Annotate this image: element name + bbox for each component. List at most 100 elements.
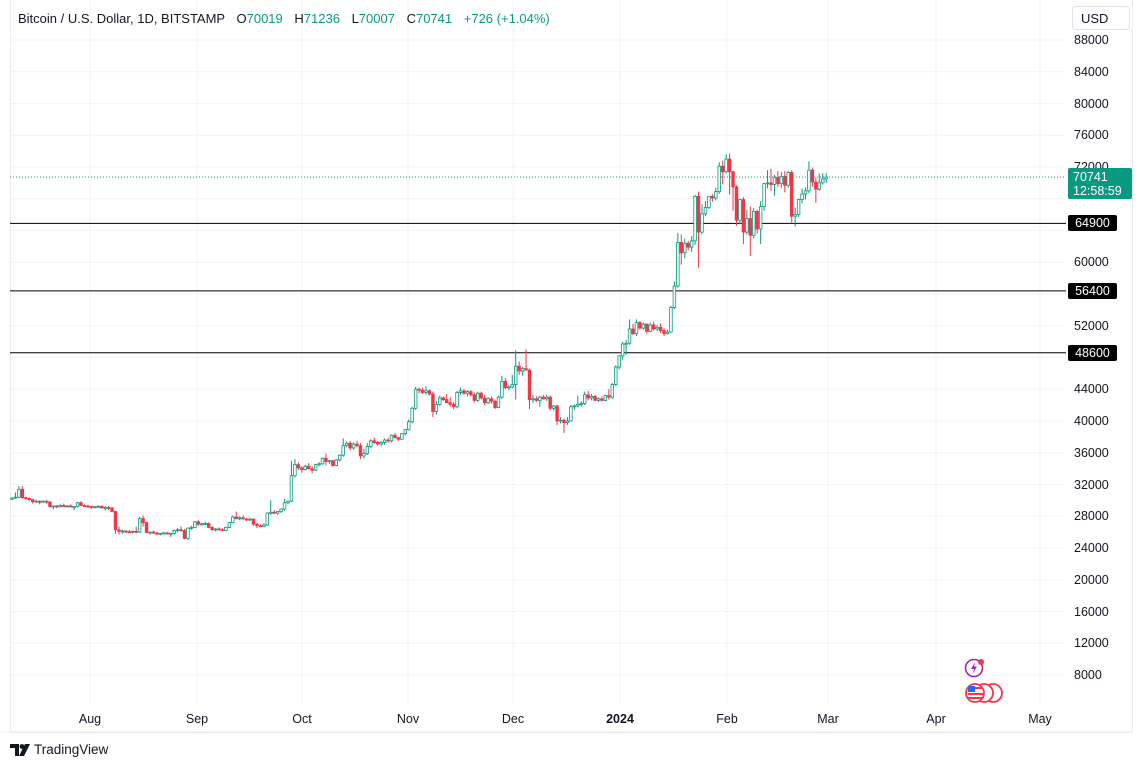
high-value: 71236 bbox=[303, 11, 340, 26]
us-economic-event-icon[interactable] bbox=[965, 683, 1003, 703]
candle bbox=[17, 486, 21, 498]
candle bbox=[683, 238, 687, 259]
candle bbox=[817, 173, 821, 191]
candle bbox=[752, 208, 756, 239]
candle bbox=[106, 505, 111, 510]
candle bbox=[803, 187, 808, 200]
candle bbox=[510, 374, 514, 389]
candle bbox=[369, 439, 373, 448]
tradingview-branding[interactable]: TradingView bbox=[10, 742, 108, 757]
candle bbox=[269, 500, 273, 515]
candle bbox=[375, 440, 380, 446]
flash-event-icon[interactable] bbox=[964, 658, 985, 678]
candle bbox=[172, 529, 176, 535]
candle bbox=[282, 498, 287, 511]
currency-button[interactable]: USD bbox=[1072, 6, 1130, 30]
candle bbox=[686, 240, 690, 251]
candle bbox=[476, 391, 480, 402]
candle bbox=[676, 232, 680, 288]
price-tick-label: 36000 bbox=[1074, 445, 1109, 460]
candle bbox=[607, 389, 611, 400]
candle bbox=[348, 440, 352, 451]
candle bbox=[462, 389, 466, 395]
candle bbox=[379, 440, 383, 447]
candle bbox=[303, 464, 307, 471]
candle bbox=[638, 320, 642, 330]
candle bbox=[731, 170, 735, 211]
candle bbox=[358, 443, 363, 460]
open-label: O bbox=[236, 11, 247, 26]
candle bbox=[569, 405, 573, 422]
candle bbox=[75, 501, 80, 508]
candle bbox=[824, 173, 828, 183]
candle bbox=[413, 386, 418, 410]
candle bbox=[34, 499, 38, 503]
price-tick-label: 80000 bbox=[1074, 96, 1109, 111]
candle bbox=[331, 459, 335, 468]
candle bbox=[710, 193, 715, 202]
candle bbox=[503, 378, 508, 390]
candle bbox=[155, 532, 159, 536]
candle bbox=[424, 386, 428, 395]
candle bbox=[469, 390, 473, 397]
candle bbox=[624, 340, 628, 356]
time-tick-label: Mar bbox=[817, 712, 839, 726]
high-label: H bbox=[294, 11, 304, 26]
candle bbox=[224, 526, 228, 532]
candle bbox=[365, 443, 370, 456]
time-tick-label: Feb bbox=[716, 712, 738, 726]
candle bbox=[410, 406, 414, 424]
candle bbox=[565, 417, 570, 425]
candle bbox=[545, 394, 549, 402]
time-tick-label: Aug bbox=[78, 712, 102, 726]
price-tick-label: 40000 bbox=[1074, 414, 1109, 428]
candle bbox=[500, 375, 504, 399]
candle bbox=[645, 323, 649, 334]
candle bbox=[583, 391, 587, 406]
candle bbox=[100, 505, 104, 509]
price-tick-label: 20000 bbox=[1074, 572, 1109, 587]
candle bbox=[496, 395, 501, 409]
candle bbox=[37, 500, 42, 505]
candle bbox=[10, 497, 14, 500]
candle bbox=[189, 525, 194, 530]
candle bbox=[821, 173, 825, 185]
candle bbox=[317, 462, 321, 467]
candle bbox=[144, 521, 149, 533]
candle bbox=[814, 177, 818, 203]
candle bbox=[137, 517, 142, 533]
candle bbox=[334, 459, 338, 467]
candle bbox=[451, 401, 456, 410]
candle bbox=[745, 209, 749, 235]
candle bbox=[234, 511, 238, 520]
low-label: L bbox=[351, 11, 359, 26]
candle bbox=[182, 528, 187, 540]
level-price-label[interactable]: 48600 bbox=[1068, 344, 1117, 361]
events-markers[interactable] bbox=[962, 656, 1004, 711]
candle bbox=[175, 528, 180, 533]
candle bbox=[610, 382, 614, 399]
candle bbox=[562, 418, 566, 433]
level-price-label[interactable]: 64900 bbox=[1068, 215, 1117, 232]
candle bbox=[313, 463, 318, 472]
candle bbox=[551, 405, 556, 411]
candle bbox=[217, 527, 221, 531]
price-tick-label: 24000 bbox=[1074, 541, 1109, 555]
candle bbox=[527, 368, 532, 410]
candle bbox=[103, 505, 107, 511]
candle bbox=[258, 524, 263, 528]
candle bbox=[600, 396, 604, 402]
candle bbox=[596, 397, 601, 402]
low-value: 70007 bbox=[358, 11, 395, 26]
candle bbox=[44, 500, 49, 504]
candle bbox=[444, 394, 449, 404]
candle bbox=[734, 185, 739, 226]
candle bbox=[427, 389, 432, 396]
candle bbox=[341, 438, 345, 457]
candle bbox=[707, 195, 711, 210]
change-value: +726 (+1.04%) bbox=[463, 11, 550, 26]
candle bbox=[241, 515, 245, 520]
level-price-label[interactable]: 56400 bbox=[1068, 282, 1117, 299]
candle bbox=[531, 394, 535, 403]
